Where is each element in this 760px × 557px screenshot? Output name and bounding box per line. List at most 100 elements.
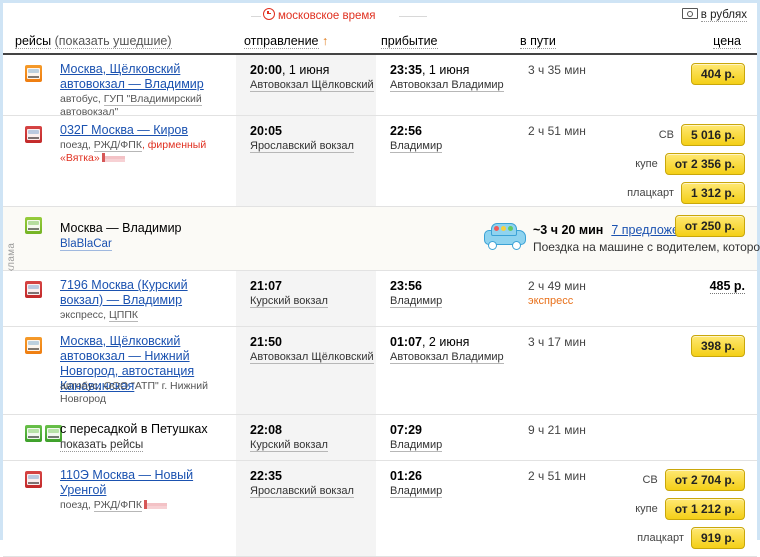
arrival-station[interactable]: Автовокзал Владимир [390,79,504,92]
price-button[interactable]: 1 312 р. [680,182,745,204]
route-title[interactable]: 032Г Москва — Киров [60,123,189,137]
divider-left [251,16,261,17]
price-class: плацкарт [637,532,684,544]
price-line: СВ 5 016 р. [627,124,745,146]
arrival-cell: 22:56 Владимир [376,116,516,206]
column-duration[interactable]: в пути [520,34,556,49]
divider-right [399,16,427,17]
route-meta: автобус, ГУП "Владимирский автовокзал" [60,93,236,119]
schedule-row: 7196 Москва (Курский вокзал) — Владимир э… [3,271,757,327]
schedule-row: с пересадкой в Петушках показать рейсы 22:… [3,415,757,461]
departure-station[interactable]: Ярославский вокзал [250,485,354,498]
price-line: СВ от 2 704 р. [635,469,745,491]
price-class: СВ [642,474,658,486]
currency-toggle[interactable]: в рублях [681,8,747,22]
moscow-time-banner: московское время [251,8,451,24]
column-arrival[interactable]: прибытие [381,34,438,49]
route-title[interactable]: Москва, Щёлковский автовокзал — Нижний Н… [60,334,195,393]
arrival-station[interactable]: Владимир [390,295,443,308]
departure-time: 22:35 [250,469,282,483]
route-title[interactable]: 7196 Москва (Курский вокзал) — Владимир [60,278,188,307]
duration-value: 3 ч 35 мин [528,63,586,77]
price-cell: 398 р. [626,327,757,414]
column-price[interactable]: цена [713,34,741,49]
car-icon [484,223,526,250]
departure-station[interactable]: Автовокзал Щёлковский [250,351,374,364]
departure-cell: 22:08 Курский вокзал [236,415,376,460]
arrival-station[interactable]: Владимир [390,439,443,452]
schedule-row: 032Г Москва — Киров поезд, РЖД/ФПК, фирме… [3,116,757,207]
bus-icon [25,337,42,354]
arrival-time: 01:07, 2 июня [390,335,470,349]
currency-label[interactable]: в рублях [700,9,747,22]
departure-time: 21:50 [250,335,282,349]
price-cell: от 250 р. [626,207,757,270]
show-routes-link[interactable]: показать рейсы [60,439,144,452]
arrival-cell: 23:35, 1 июня Автовокзал Владимир [376,55,516,115]
column-price-label[interactable]: цена [713,34,741,49]
price-button[interactable]: 5 016 р. [680,124,745,146]
route-meta: поезд, РЖД/ФПК, фирменный «Вятка» [60,139,236,165]
price-value[interactable]: 485 р. [709,279,745,294]
carrier-link[interactable]: ГУП "Владимирский автовокзал" [60,93,202,119]
arrival-time: 07:29 [390,423,422,437]
price-cell: 404 р. [626,55,757,115]
price-box: 398 р. [690,335,745,364]
route-title[interactable]: Москва, Щёлковский автовокзал — Владимир [60,62,204,91]
arrival-station[interactable]: Автовокзал Владимир [390,351,504,364]
price-button[interactable]: от 2 356 р. [664,153,745,175]
bus-icon [25,65,42,82]
carrier-link[interactable]: ЦППК [109,309,139,322]
route-cell: Москва, Щёлковский автовокзал — Владимир… [3,55,236,119]
departure-station[interactable]: Курский вокзал [250,295,328,308]
price-button[interactable]: от 1 212 р. [664,498,745,520]
route-title[interactable]: 110Э Москва — Новый Уренгой [60,468,194,497]
price-button[interactable]: 398 р. [690,335,745,357]
price-cell: 485 р. [626,271,757,326]
price-button[interactable]: 919 р. [690,527,745,549]
money-icon [681,8,698,19]
duration-value: 2 ч 51 мин [528,124,586,138]
duration-cell: 2 ч 49 мин экспресс [516,271,626,326]
departure-station[interactable]: Автовокзал Щёлковский [250,79,374,92]
route-meta-suffix: , фирменный «Вятка» [60,139,207,164]
duration-cell: 2 ч 51 мин [516,461,626,556]
column-departure[interactable]: отправление ↑ [244,34,329,49]
column-departure-label[interactable]: отправление [244,34,319,49]
departure-time: 20:05 [250,124,282,138]
price-class: купе [635,503,658,515]
route-cell: 110Э Москва — Новый Уренгой поезд, РЖД/ФП… [3,461,236,556]
carrier-link[interactable]: РЖД/ФПК [93,139,142,152]
transfer-train-icon [25,425,42,442]
arrival-time: 23:56 [390,279,422,293]
duration-value: 3 ч 17 мин [528,335,586,349]
price-button[interactable]: от 2 704 р. [664,469,745,491]
results-list: Москва, Щёлковский автовокзал — Владимир… [3,55,760,557]
arrival-station[interactable]: Владимир [390,140,443,153]
price-line: плацкарт 1 312 р. [627,182,745,204]
route-cell: 032Г Москва — Киров поезд, РЖД/ФПК, фирме… [3,116,236,206]
price-box: СВ 5 016 р. купе от 2 356 р. плацкарт 1 312 р… [627,124,745,211]
price-box: СВ от 2 704 р. купе от 1 212 р. плацкарт 919 … [635,469,745,556]
departure-station[interactable]: Курский вокзал [250,439,328,452]
sort-arrow-icon[interactable]: ↑ [322,34,329,48]
price-button[interactable]: от 250 р. [674,215,745,237]
route-cell: Москва, Щёлковский автовокзал — Нижний Н… [3,327,236,414]
arrival-cell: 01:26 Владимир [376,461,516,556]
price-button[interactable]: 404 р. [690,63,745,85]
departure-station[interactable]: Ярославский вокзал [250,140,354,153]
rideshare-icon [25,217,42,234]
route-cell: с пересадкой в Петушках показать рейсы [3,415,236,460]
price-cell: СВ 5 016 р. купе от 2 356 р. плацкарт 1 312 р… [626,116,757,206]
ad-brand[interactable]: BlaBlaCar [60,238,112,251]
column-routes-label[interactable]: рейсы [15,34,52,49]
carrier-link[interactable]: РЖД/ФПК [93,499,142,512]
route-meta-prefix: поезд, [60,499,94,511]
column-arrival-label[interactable]: прибытие [381,34,438,49]
arrival-station[interactable]: Владимир [390,485,443,498]
show-departed-link[interactable]: (показать ушедшие) [54,34,172,49]
duration-cell: 3 ч 17 мин [516,327,626,414]
ad-title: Москва — Владимир [60,221,182,235]
duration-tag: экспресс [528,295,574,307]
column-duration-label[interactable]: в пути [520,34,556,49]
